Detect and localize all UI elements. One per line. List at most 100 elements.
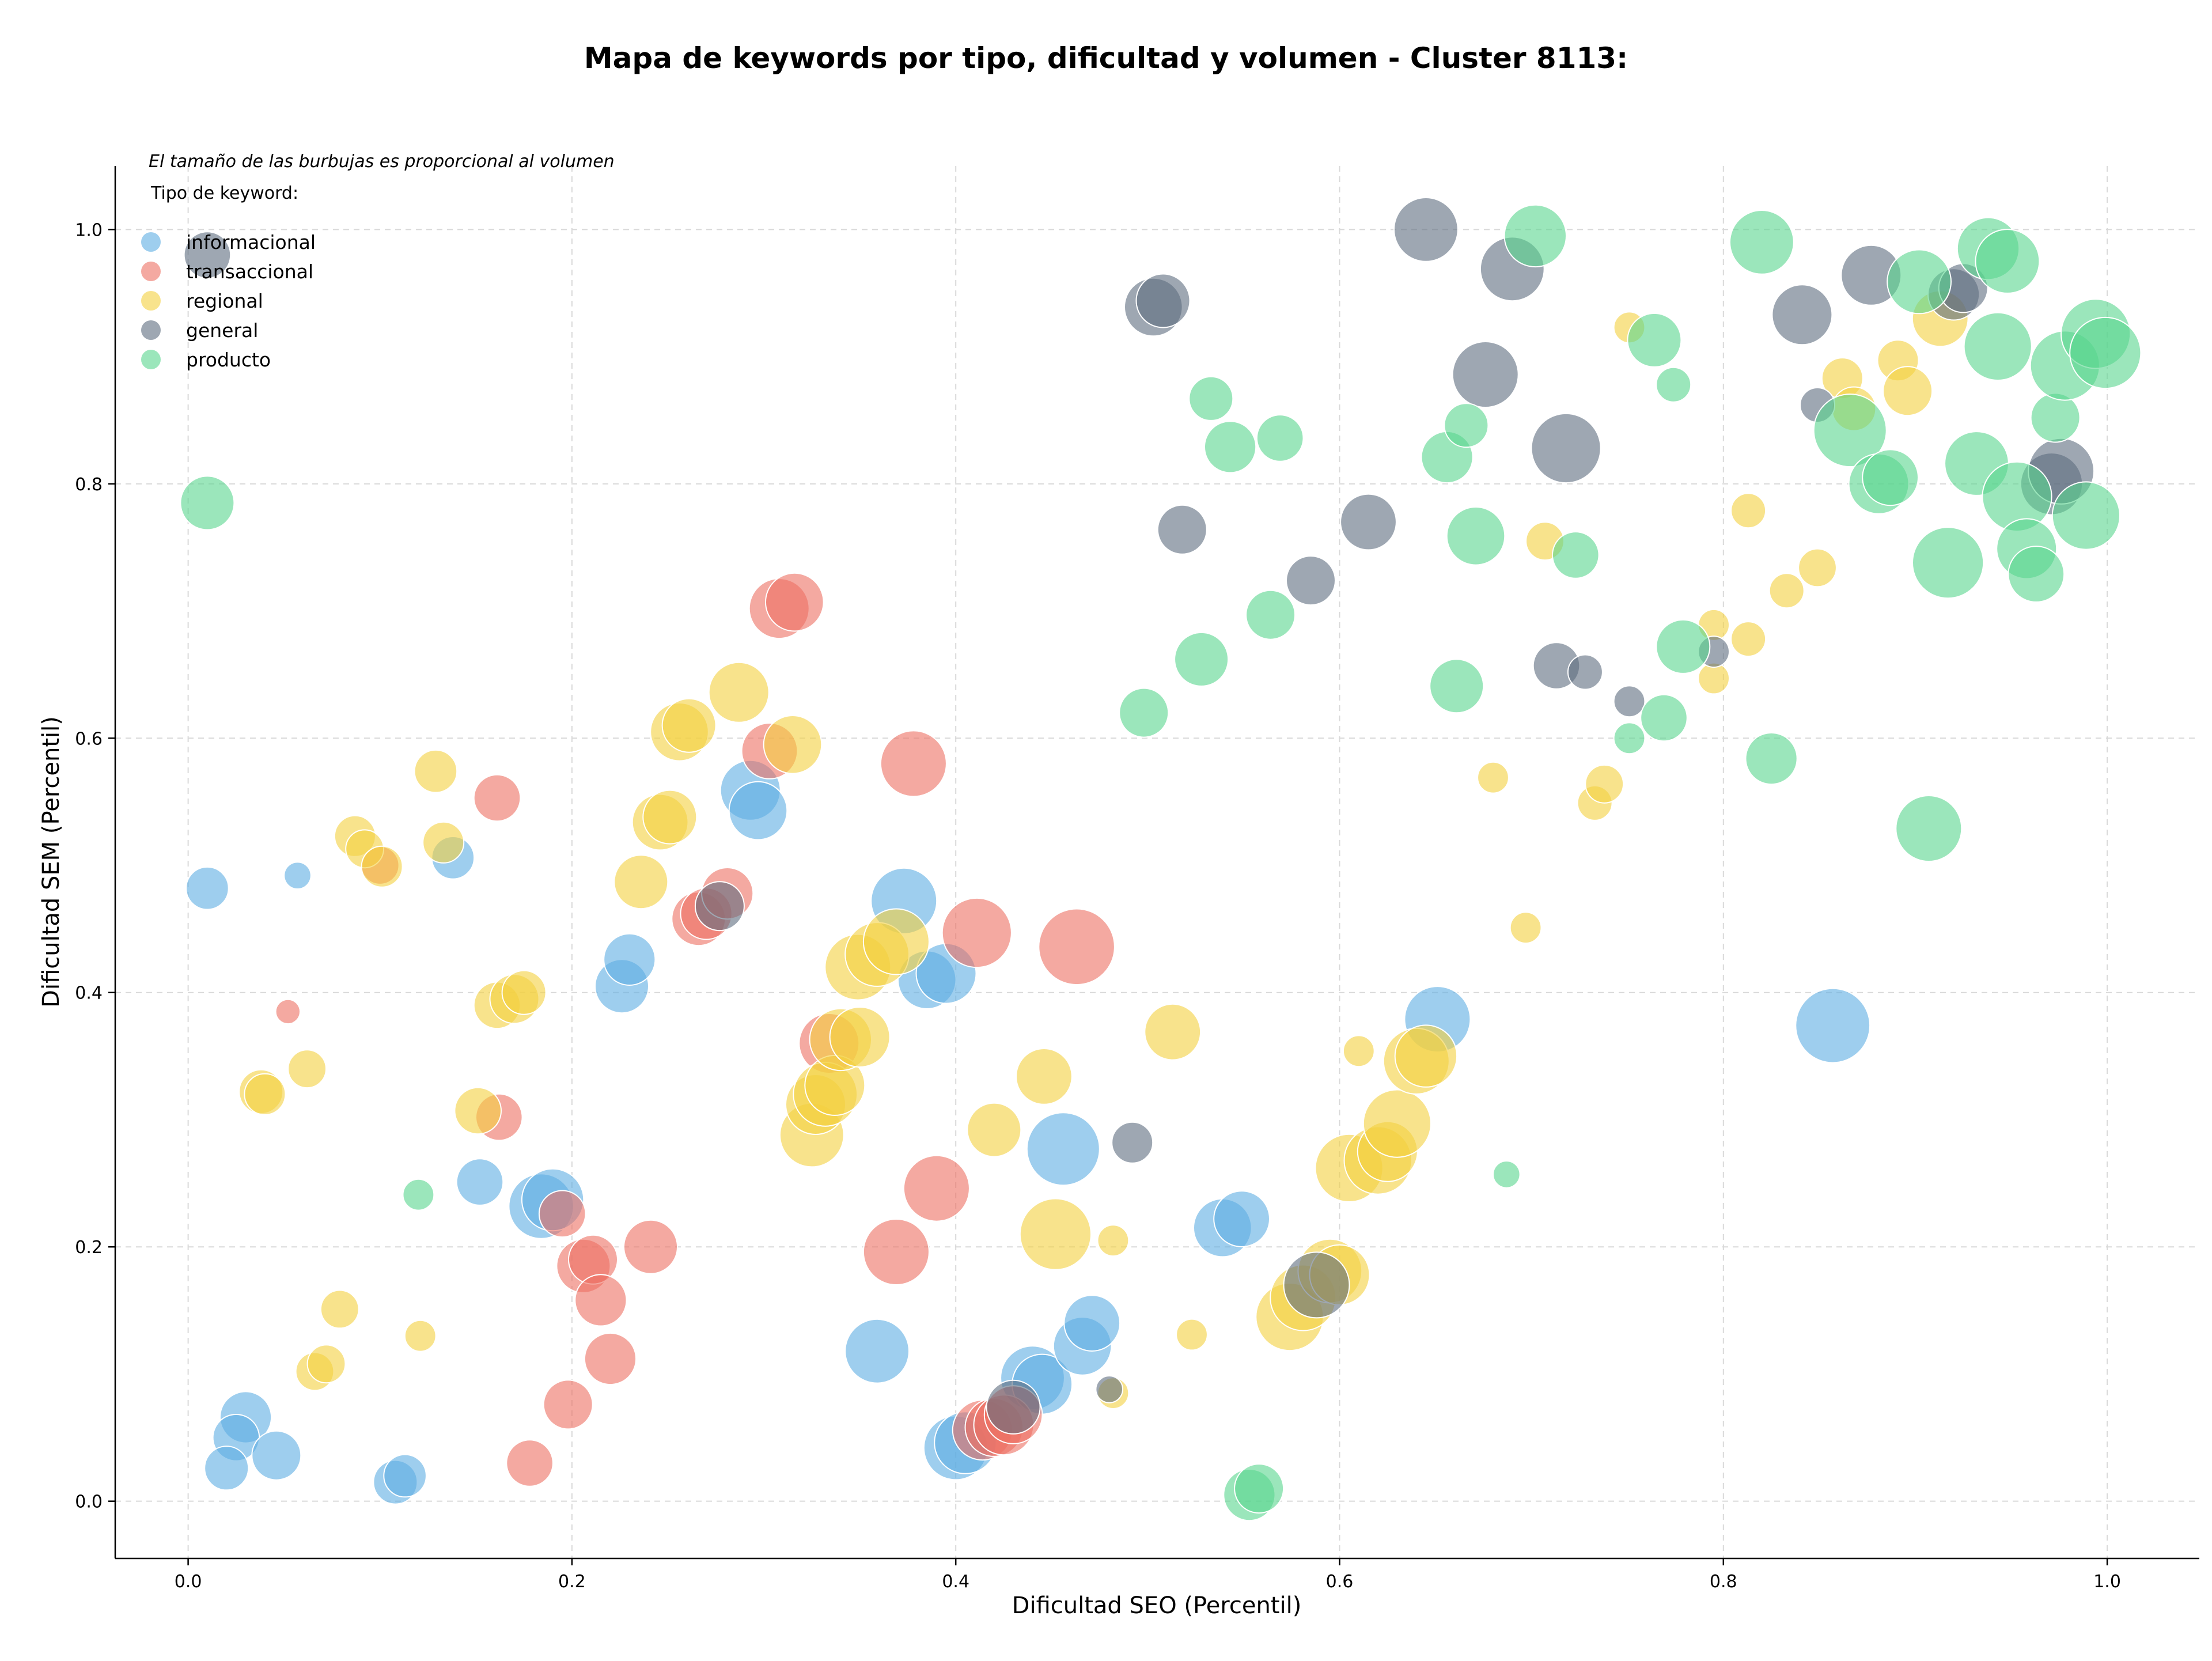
bubble-transaccional	[538, 1190, 586, 1238]
bubble-producto	[180, 475, 235, 531]
bubble-regional	[1730, 493, 1767, 529]
bubble-informacional	[1063, 1295, 1121, 1352]
bubble-regional	[967, 1102, 1022, 1157]
bubble-producto	[1429, 659, 1484, 714]
bubble-general	[1613, 685, 1646, 718]
bubble-regional	[1768, 573, 1805, 609]
x-tick-label: 0.6	[1326, 1572, 1354, 1592]
bubble-producto	[2008, 546, 2065, 603]
bubble-informacional	[283, 861, 312, 890]
bubble-transaccional	[1038, 908, 1115, 986]
bubble-informacional	[204, 1446, 249, 1491]
bubble-general	[1286, 555, 1336, 606]
bubble-transaccional	[543, 1379, 593, 1430]
bubble-producto	[2051, 481, 2120, 550]
bubble-regional	[661, 698, 717, 753]
bubble-regional	[763, 715, 823, 774]
bubble-producto	[1256, 414, 1304, 462]
bubble-producto	[1503, 204, 1567, 268]
bubble-producto	[1627, 312, 1682, 368]
bubble-producto	[1119, 687, 1169, 738]
x-tick-label: 0.0	[175, 1572, 202, 1592]
bubble-regional	[1883, 366, 1933, 417]
legend-title: Tipo de keyword:	[150, 183, 298, 203]
bubble-transaccional	[765, 572, 824, 632]
bubble-transaccional	[473, 774, 521, 822]
chart-title: Mapa de keywords por tipo, dificultad y …	[584, 41, 1628, 75]
bubble-producto	[1444, 403, 1489, 448]
series-producto	[180, 204, 2142, 1522]
bubble-producto	[1446, 506, 1506, 566]
bubble-regional	[1394, 1024, 1458, 1088]
bubble-producto	[1552, 531, 1600, 579]
series-general	[183, 197, 2095, 1435]
bubble-general	[1095, 1375, 1123, 1403]
bubble-regional	[1019, 1198, 1092, 1270]
bubble-regional	[414, 749, 458, 793]
x-tick-label: 0.2	[558, 1572, 586, 1592]
legend-label-general: general	[186, 319, 258, 342]
bubble-general	[1340, 493, 1397, 551]
bubble-general	[1531, 413, 1601, 484]
bubble-informacional	[456, 1158, 504, 1206]
bubble-regional	[1730, 621, 1767, 657]
bubble-regional	[1016, 1048, 1073, 1105]
bubble-regional	[1342, 1035, 1375, 1068]
y-tick-label: 0.4	[75, 983, 103, 1004]
bubble-producto	[1729, 210, 1794, 275]
bubble-informacional	[1026, 1112, 1100, 1186]
bubble-regional	[642, 789, 698, 845]
grid	[115, 166, 2199, 1558]
bubble-regional	[361, 845, 403, 888]
legend-label-transaccional: transaccional	[186, 260, 313, 283]
bubble-producto	[1862, 449, 1919, 506]
x-tick-label: 0.8	[1710, 1572, 1737, 1592]
bubble-producto	[1234, 1463, 1285, 1514]
bubble-informacional	[1213, 1190, 1271, 1248]
bubble-regional	[320, 1289, 359, 1329]
size-note: El tamaño de las burbujas es proporciona…	[149, 152, 615, 172]
legend-label-informacional: informacional	[186, 231, 316, 253]
y-tick-label: 0.0	[75, 1492, 103, 1512]
bubble-producto	[1493, 1160, 1521, 1189]
legend-marker-general	[141, 320, 161, 340]
axes-spines	[114, 166, 2199, 1560]
bubble-transaccional	[574, 1274, 627, 1327]
bubble-producto	[1174, 631, 1229, 687]
bubble-general	[1452, 341, 1519, 408]
legend-label-regional: regional	[186, 290, 263, 312]
legend: Tipo de keyword: informacional transaccio…	[141, 183, 316, 371]
bubble-producto	[1245, 589, 1296, 640]
bubble-transaccional	[880, 730, 947, 797]
bubble-regional	[1176, 1318, 1208, 1351]
y-ticks: 0.0 0.2 0.4 0.6 0.8 1.0	[75, 220, 115, 1512]
bubble-producto	[1204, 421, 1257, 474]
bubbles	[180, 197, 2142, 1522]
legend-entries: informacional transaccional regional genera…	[141, 231, 316, 371]
bubble-regional	[1097, 1224, 1130, 1257]
bubble-producto	[1895, 795, 1963, 862]
x-tick-label: 1.0	[2093, 1572, 2121, 1592]
bubble-transaccional	[623, 1219, 678, 1274]
bubble-general	[1567, 654, 1603, 690]
bubble-informacional	[383, 1454, 427, 1498]
bubble-transaccional	[903, 1155, 970, 1222]
bubble-regional	[1798, 548, 1837, 588]
bubble-transaccional	[275, 998, 301, 1025]
bubble-producto	[2069, 316, 2142, 389]
legend-marker-informacional	[141, 232, 161, 252]
bubble-producto	[1975, 229, 2040, 294]
bubble-producto	[1188, 376, 1234, 421]
bubble-regional	[1144, 1003, 1202, 1061]
bubble-regional	[306, 1344, 346, 1384]
bubble-general	[694, 881, 745, 932]
bubble-transaccional	[941, 897, 1012, 968]
legend-marker-regional	[141, 291, 161, 311]
bubble-producto	[1613, 722, 1646, 755]
bubble-informacional	[251, 1430, 302, 1481]
bubble-producto	[1640, 694, 1688, 742]
bubble-regional	[829, 1007, 891, 1068]
bubble-producto	[1912, 527, 1984, 599]
bubble-general	[1393, 197, 1459, 262]
